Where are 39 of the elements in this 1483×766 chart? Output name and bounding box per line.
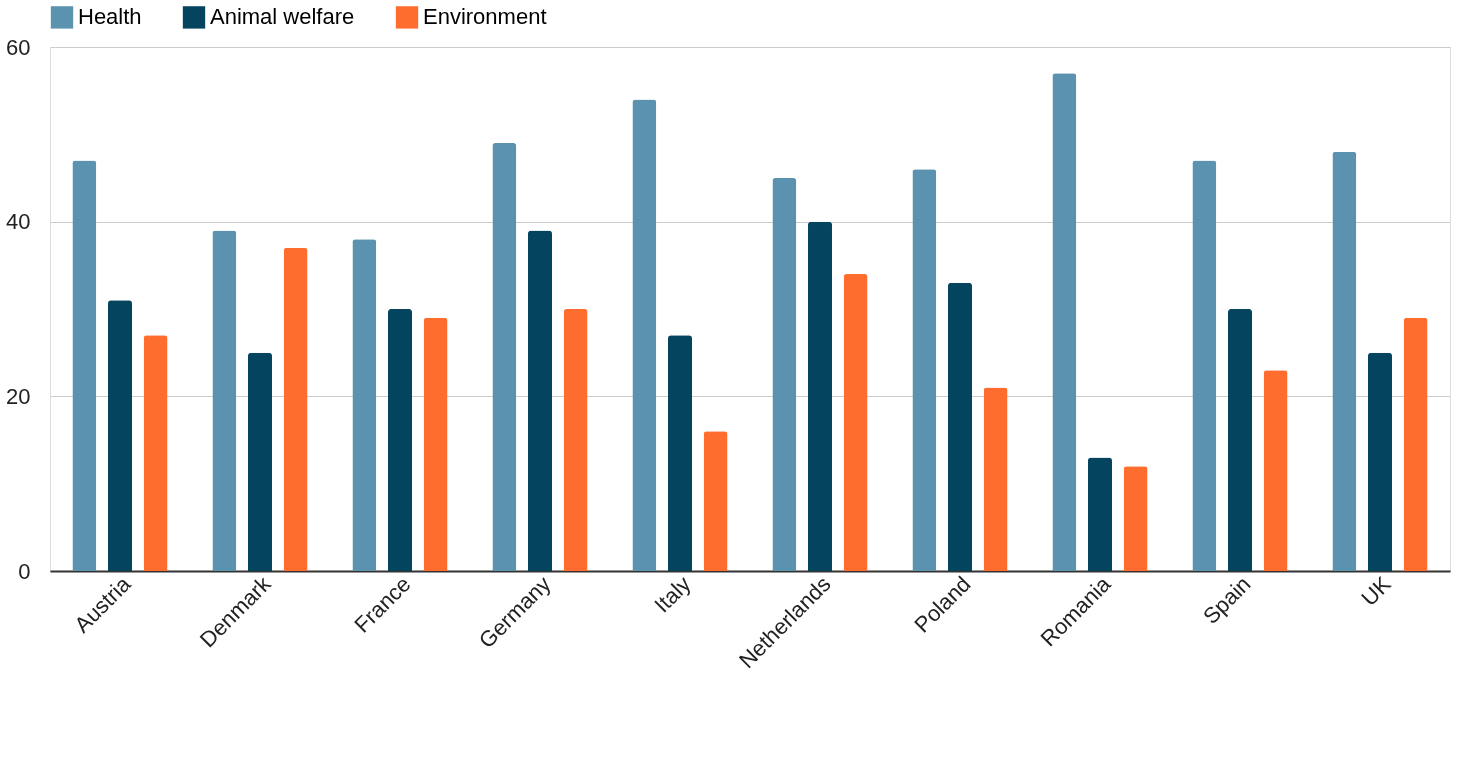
bar	[1192, 160, 1217, 571]
bar	[1123, 466, 1148, 571]
bar	[108, 300, 132, 571]
bar	[1403, 317, 1428, 571]
bar	[948, 282, 972, 571]
bar	[1052, 73, 1077, 571]
y-tick-label: 40	[6, 209, 31, 235]
bar	[423, 317, 448, 571]
bar	[843, 274, 868, 571]
bar	[72, 160, 97, 571]
x-tick-label: Italy	[649, 571, 696, 618]
y-tick-label: 0	[18, 558, 31, 584]
bar	[1332, 151, 1357, 571]
x-tick-label: UK	[1356, 571, 1396, 611]
bar	[1088, 457, 1112, 571]
bar	[248, 352, 272, 571]
legend-label: Animal welfare	[210, 4, 355, 30]
bar	[212, 230, 237, 571]
bar	[1368, 352, 1392, 571]
bar	[283, 247, 308, 571]
bar	[983, 387, 1008, 571]
bar	[1228, 309, 1252, 571]
y-tick-label: 60	[6, 34, 31, 60]
legend-label: Health	[78, 4, 142, 30]
bar	[1263, 370, 1288, 571]
bar	[492, 143, 517, 571]
bar	[808, 221, 832, 571]
bar	[563, 309, 588, 571]
bar	[528, 230, 552, 571]
bar	[703, 431, 728, 571]
bar	[632, 99, 657, 571]
legend-label: Environment	[423, 4, 547, 30]
bar	[388, 309, 412, 571]
bar	[352, 239, 377, 571]
bar	[143, 335, 168, 571]
bar	[772, 178, 797, 571]
bar	[912, 169, 937, 571]
y-tick-label: 20	[6, 383, 31, 409]
bar	[668, 335, 692, 571]
